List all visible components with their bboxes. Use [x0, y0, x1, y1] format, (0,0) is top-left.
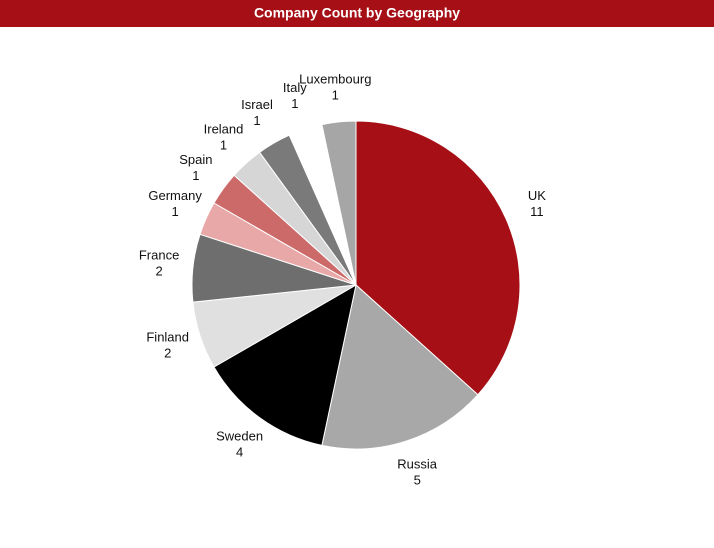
slice-label: Sweden [216, 429, 263, 444]
slice-value: 4 [236, 445, 243, 460]
slice-label: France [139, 248, 179, 263]
slice-value: 1 [192, 168, 199, 183]
slice-label: UK [528, 188, 546, 203]
slice-label: Ireland [204, 121, 244, 136]
title-bar [0, 0, 714, 27]
slice-label: Germany [148, 188, 202, 203]
pie-slice [213, 284, 357, 447]
slice-value: 1 [291, 96, 298, 111]
slice-label: Israel [241, 97, 273, 112]
slice-value: 5 [414, 473, 421, 488]
chart-title: Company Count by Geography [254, 5, 460, 21]
slice-label: Luxembourg [299, 72, 371, 87]
slice-label: Finland [146, 330, 189, 345]
slice-value: 1 [172, 204, 179, 219]
slice-value: 2 [164, 346, 171, 361]
pie-slice [355, 120, 521, 396]
pie-slice [321, 284, 479, 450]
slice-value: 2 [155, 264, 162, 279]
slice-label: Russia [397, 457, 438, 472]
pie-slice [321, 120, 357, 286]
slice-value: 11 [530, 204, 544, 219]
slice-value: 1 [220, 137, 227, 152]
slice-value: 1 [253, 113, 260, 128]
slice-label: Spain [179, 152, 212, 167]
slice-value: 1 [332, 88, 339, 103]
slice-label: Italy [283, 80, 307, 95]
